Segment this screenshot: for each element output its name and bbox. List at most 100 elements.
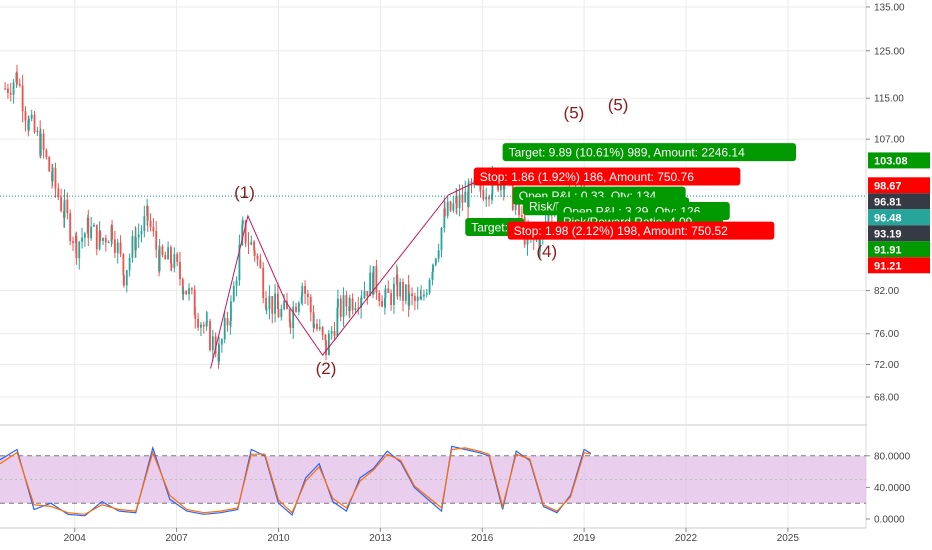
candle-body[interactable] bbox=[318, 327, 321, 329]
candle-body[interactable] bbox=[360, 297, 363, 299]
candle-body[interactable] bbox=[366, 291, 369, 297]
candle-body[interactable] bbox=[396, 274, 399, 297]
candle-body[interactable] bbox=[238, 245, 241, 281]
candle-body[interactable] bbox=[223, 318, 226, 340]
candle-body[interactable] bbox=[399, 281, 402, 297]
candle-body[interactable] bbox=[416, 296, 419, 301]
candle-body[interactable] bbox=[339, 298, 342, 317]
candle-body[interactable] bbox=[128, 257, 131, 271]
candle-body[interactable] bbox=[292, 306, 295, 329]
candle-body[interactable] bbox=[87, 217, 90, 239]
candle-body[interactable] bbox=[482, 189, 485, 200]
stochastic-oscillator[interactable] bbox=[0, 445, 866, 517]
candle-body[interactable] bbox=[200, 324, 202, 328]
candle-body[interactable] bbox=[336, 307, 339, 337]
candle-body[interactable] bbox=[226, 318, 229, 326]
candle-body[interactable] bbox=[535, 239, 538, 241]
candle-body[interactable] bbox=[95, 224, 98, 250]
candle-body[interactable] bbox=[181, 279, 184, 295]
candle-body[interactable] bbox=[342, 295, 345, 317]
candle-body[interactable] bbox=[312, 312, 315, 328]
candle-body[interactable] bbox=[229, 321, 232, 326]
candle-body[interactable] bbox=[7, 88, 9, 93]
trade-box-target[interactable]: Target: 9.89 (10.61%) 989, Amount: 2246.… bbox=[502, 143, 797, 162]
candle-body[interactable] bbox=[173, 254, 176, 268]
candle-body[interactable] bbox=[104, 238, 107, 243]
candle-body[interactable] bbox=[268, 296, 271, 310]
candle-body[interactable] bbox=[176, 254, 179, 262]
candle-body[interactable] bbox=[253, 250, 256, 256]
candle-body[interactable] bbox=[402, 281, 404, 301]
candle-body[interactable] bbox=[514, 203, 517, 210]
candle-body[interactable] bbox=[33, 114, 36, 133]
candle-body[interactable] bbox=[369, 272, 372, 297]
candle-body[interactable] bbox=[214, 336, 217, 354]
candle-body[interactable] bbox=[57, 188, 60, 198]
candle-body[interactable] bbox=[464, 191, 467, 203]
candle-body[interactable] bbox=[277, 309, 280, 318]
candle-body[interactable] bbox=[235, 280, 238, 286]
candle-body[interactable] bbox=[431, 271, 434, 280]
candle-body[interactable] bbox=[283, 300, 286, 309]
candle-body[interactable] bbox=[190, 288, 193, 290]
candle-body[interactable] bbox=[125, 270, 128, 286]
candle-body[interactable] bbox=[420, 296, 423, 300]
candle-body[interactable] bbox=[432, 264, 434, 272]
candle-body[interactable] bbox=[123, 275, 125, 286]
elliott-wave-lines[interactable] bbox=[210, 168, 503, 369]
candle-body[interactable] bbox=[306, 293, 309, 297]
candle-body[interactable] bbox=[90, 226, 93, 239]
candle-body[interactable] bbox=[39, 133, 42, 156]
candle-body[interactable] bbox=[413, 296, 416, 301]
candle-body[interactable] bbox=[271, 296, 274, 314]
candle-body[interactable] bbox=[209, 321, 211, 351]
candle-body[interactable] bbox=[113, 239, 116, 253]
candle-body[interactable] bbox=[408, 293, 411, 306]
candle-body[interactable] bbox=[158, 246, 161, 271]
candle-body[interactable] bbox=[161, 246, 164, 256]
candle-body[interactable] bbox=[4, 88, 7, 90]
candle-body[interactable] bbox=[179, 261, 181, 280]
candle-body[interactable] bbox=[461, 194, 464, 203]
candle-body[interactable] bbox=[452, 203, 455, 211]
candle-body[interactable] bbox=[428, 279, 431, 294]
price-candles[interactable] bbox=[0, 64, 866, 369]
candle-body[interactable] bbox=[467, 181, 470, 208]
candle-body[interactable] bbox=[170, 263, 173, 268]
candle-body[interactable] bbox=[276, 293, 279, 310]
candle-body[interactable] bbox=[360, 298, 363, 308]
stochastic-d-line[interactable] bbox=[0, 447, 592, 515]
candle-body[interactable] bbox=[27, 118, 30, 131]
candle-body[interactable] bbox=[247, 243, 250, 245]
candle-body[interactable] bbox=[345, 295, 348, 307]
candle-body[interactable] bbox=[336, 298, 339, 308]
candle-body[interactable] bbox=[297, 302, 300, 312]
candle-body[interactable] bbox=[24, 111, 27, 121]
candle-body[interactable] bbox=[75, 235, 78, 259]
candle-body[interactable] bbox=[295, 306, 297, 312]
candle-body[interactable] bbox=[63, 199, 66, 218]
trade-box-stop[interactable]: Stop: 1.86 (1.92%) 186, Amount: 750.76 bbox=[473, 167, 741, 186]
candle-body[interactable] bbox=[300, 296, 303, 303]
candle-body[interactable] bbox=[241, 220, 244, 225]
candle-body[interactable] bbox=[253, 241, 256, 251]
candle-body[interactable] bbox=[443, 208, 446, 228]
candle-body[interactable] bbox=[333, 330, 336, 337]
candle-body[interactable] bbox=[206, 321, 209, 323]
candle-body[interactable] bbox=[194, 314, 197, 319]
candle-body[interactable] bbox=[182, 290, 185, 295]
candle-body[interactable] bbox=[289, 322, 292, 329]
candle-body[interactable] bbox=[250, 241, 253, 245]
candle-body[interactable] bbox=[140, 231, 143, 235]
candle-body[interactable] bbox=[384, 288, 387, 299]
candle-body[interactable] bbox=[411, 293, 413, 297]
candle-body[interactable] bbox=[12, 82, 15, 95]
candle-body[interactable] bbox=[149, 220, 152, 227]
candle-body[interactable] bbox=[167, 247, 170, 260]
candle-body[interactable] bbox=[143, 216, 146, 232]
candle-body[interactable] bbox=[325, 340, 327, 356]
candle-body[interactable] bbox=[146, 206, 149, 221]
candle-body[interactable] bbox=[137, 234, 140, 238]
candle-body[interactable] bbox=[455, 196, 458, 209]
